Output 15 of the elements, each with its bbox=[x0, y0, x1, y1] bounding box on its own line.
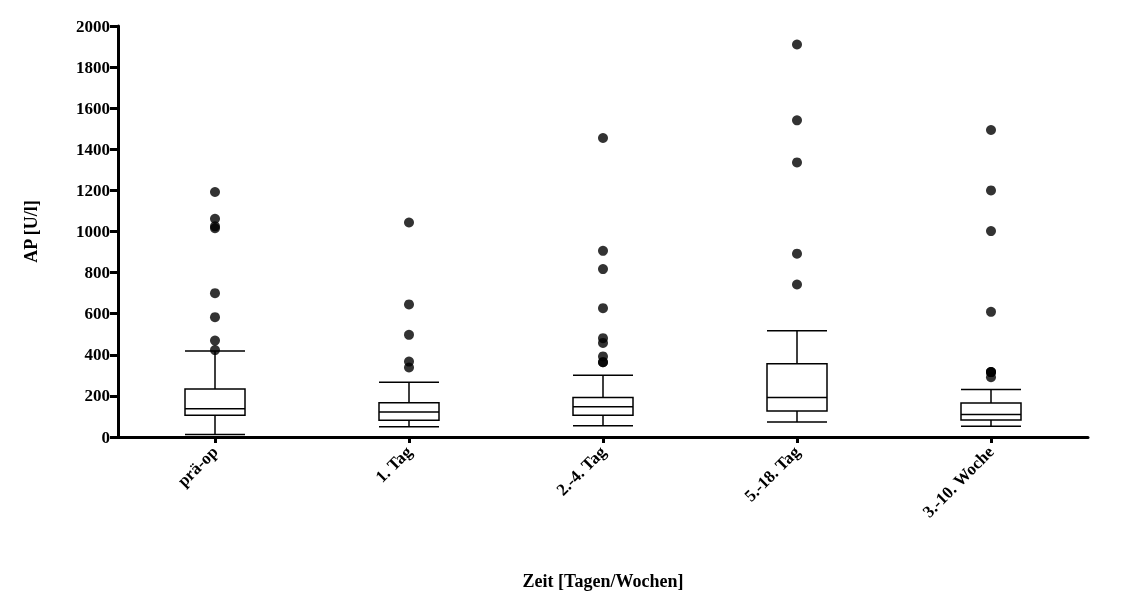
x-tick-label: 1. Tag bbox=[371, 441, 417, 487]
y-tick-label: 1800 bbox=[76, 57, 110, 77]
y-tick-label: 800 bbox=[84, 263, 110, 283]
y-axis-title: AP [U/l] bbox=[21, 200, 41, 263]
y-tick-label: 2000 bbox=[76, 16, 110, 36]
y-tick-label: 400 bbox=[84, 345, 110, 365]
x-tick-label: 2.-4. Tag bbox=[552, 441, 611, 500]
y-tick-label: 1600 bbox=[76, 98, 110, 118]
y-tick-label: 0 bbox=[101, 427, 110, 447]
x-axis-title: Zeit [Tagen/Wochen] bbox=[522, 571, 684, 591]
y-tick-label: 1400 bbox=[76, 139, 110, 159]
y-tick-label: 1000 bbox=[76, 222, 110, 241]
y-tick-label: 1200 bbox=[76, 180, 110, 200]
y-tick-label: 200 bbox=[84, 386, 110, 406]
y-tick-label: 600 bbox=[84, 304, 110, 324]
